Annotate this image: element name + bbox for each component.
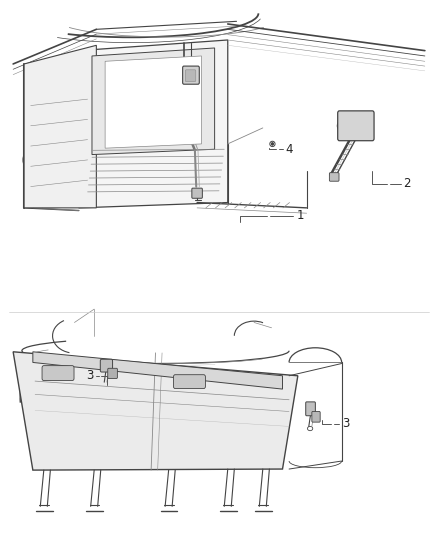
FancyBboxPatch shape [100, 359, 113, 372]
Text: 3: 3 [86, 369, 93, 382]
FancyBboxPatch shape [338, 111, 374, 141]
FancyBboxPatch shape [312, 411, 320, 422]
FancyBboxPatch shape [306, 402, 315, 416]
Text: 3: 3 [343, 417, 350, 430]
FancyBboxPatch shape [185, 70, 196, 82]
Text: 1: 1 [296, 209, 304, 222]
Polygon shape [13, 352, 298, 470]
FancyBboxPatch shape [173, 375, 205, 389]
Polygon shape [92, 48, 215, 155]
Polygon shape [105, 56, 201, 148]
FancyBboxPatch shape [329, 173, 339, 181]
Text: 2: 2 [403, 177, 411, 190]
FancyBboxPatch shape [108, 368, 117, 378]
FancyBboxPatch shape [183, 66, 199, 84]
Text: 4: 4 [285, 143, 293, 156]
Polygon shape [79, 40, 228, 208]
Polygon shape [24, 45, 96, 208]
Circle shape [272, 143, 273, 145]
Polygon shape [33, 352, 283, 389]
FancyBboxPatch shape [42, 366, 74, 381]
FancyBboxPatch shape [192, 188, 202, 198]
